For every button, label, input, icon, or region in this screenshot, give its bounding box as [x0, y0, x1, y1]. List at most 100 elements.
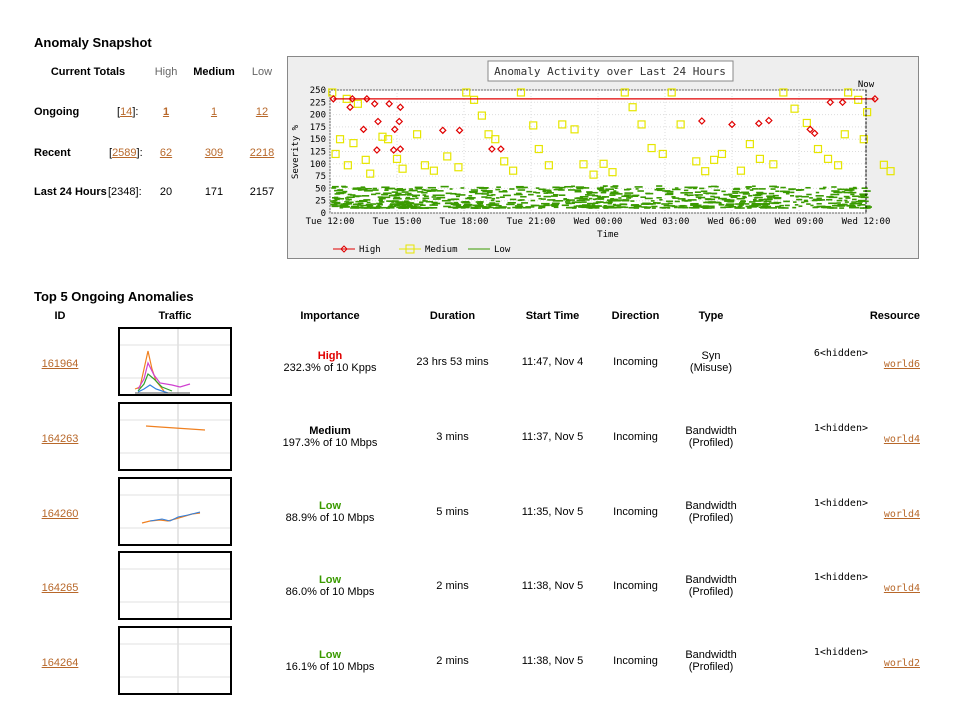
medium-anomaly-point [361, 155, 370, 164]
ongoing-high-link[interactable]: 1 [162, 106, 170, 118]
recent-count-link[interactable]: 2589 [112, 147, 137, 159]
traffic-thumbnail[interactable] [118, 327, 232, 396]
medium-anomaly-point [701, 167, 710, 176]
recent-medium-link[interactable]: 309 [204, 147, 224, 159]
header-current-totals: Current Totals [50, 66, 126, 78]
resource-address: 1<hidden> [813, 423, 868, 434]
anomaly-id-link[interactable]: 161964 [41, 358, 79, 370]
medium-anomaly-point [484, 130, 493, 139]
medium-anomaly-point [886, 167, 895, 176]
resource-link[interactable]: world4 [883, 434, 920, 445]
duration: 23 hrs 53 mins [416, 356, 489, 368]
row-label-recent: Recent [34, 147, 71, 159]
resource-link[interactable]: world4 [883, 509, 920, 520]
high-anomaly-point [385, 99, 394, 108]
direction: Incoming [613, 506, 658, 518]
x-tick-label: Wed 03:00 [641, 217, 690, 227]
recent-low-link[interactable]: 2218 [249, 147, 275, 159]
high-anomaly-point [438, 126, 447, 135]
medium-anomaly-point [454, 163, 463, 172]
medium-anomaly-point [366, 169, 375, 178]
medium-anomaly-point [491, 135, 500, 144]
medium-anomaly-point [710, 155, 719, 164]
duration: 2 mins [436, 580, 469, 592]
legend-medium: Medium [425, 245, 458, 255]
header-high: High [154, 66, 178, 78]
medium-anomaly-point [500, 157, 509, 166]
medium-anomaly-point [443, 152, 452, 161]
high-anomaly-point [390, 125, 399, 134]
y-tick-label: 0 [321, 209, 326, 219]
medium-anomaly-point [863, 108, 872, 117]
start-time: 11:35, Nov 5 [521, 506, 584, 518]
importance-level: Low [319, 574, 341, 586]
resource-link[interactable]: world2 [883, 658, 920, 669]
resource-link[interactable]: world6 [883, 359, 920, 370]
legend-low: Low [494, 245, 511, 255]
medium-anomaly-point [383, 135, 393, 144]
y-tick-label: 125 [310, 148, 326, 158]
anomaly-id-link[interactable]: 164264 [41, 657, 79, 669]
high-anomaly-point [374, 117, 382, 126]
duration: 3 mins [436, 431, 469, 443]
traffic-thumbnail[interactable] [118, 626, 232, 695]
anomaly-id-link[interactable]: 164265 [41, 582, 79, 594]
high-anomaly-point [373, 146, 381, 154]
high-anomaly-point [497, 145, 505, 153]
snapshot-title: Anomaly Snapshot [34, 35, 152, 50]
medium-anomaly-point [343, 161, 352, 170]
x-tick-label: Tue 18:00 [440, 217, 489, 227]
high-anomaly-point [871, 95, 879, 103]
importance-detail: 16.1% of 10 Mbps [285, 661, 375, 673]
ongoing-count-link[interactable]: 14 [120, 106, 133, 118]
type-name: Bandwidth [685, 574, 737, 586]
chart-title: Anomaly Activity over Last 24 Hours [494, 65, 726, 78]
recent-high-link[interactable]: 62 [159, 147, 173, 159]
medium-anomaly-point [620, 88, 629, 97]
start-time: 11:47, Nov 4 [521, 356, 584, 368]
x-axis-label: Time [597, 230, 619, 240]
resource-link[interactable]: world4 [883, 583, 920, 594]
medium-anomaly-point [823, 154, 833, 163]
x-tick-label: Tue 15:00 [373, 217, 422, 227]
last24-count: [2348]: [108, 186, 142, 198]
type-name: Syn [701, 350, 721, 362]
medium-anomaly-point [745, 140, 754, 149]
medium-anomaly-point [802, 118, 811, 128]
now-label: Now [858, 80, 875, 90]
traffic-thumbnail[interactable] [118, 551, 232, 620]
col-traffic: Traffic [158, 310, 192, 322]
medium-anomaly-point [579, 160, 588, 169]
direction: Incoming [613, 580, 658, 592]
medium-anomaly-point [529, 121, 538, 130]
x-tick-label: Wed 06:00 [708, 217, 757, 227]
importance-detail: 88.9% of 10 Mbps [285, 512, 375, 524]
medium-anomaly-point [516, 88, 526, 97]
type-category: (Profiled) [688, 512, 734, 524]
medium-anomaly-point [509, 166, 518, 175]
y-axis-label: Severity % [291, 124, 301, 179]
traffic-sparkline [120, 553, 230, 618]
y-tick-label: 150 [310, 135, 326, 145]
high-anomaly-point [396, 145, 405, 153]
ongoing-low-link[interactable]: 12 [255, 106, 269, 118]
high-anomaly-point [370, 99, 379, 108]
y-tick-label: 25 [315, 197, 326, 207]
top5-title: Top 5 Ongoing Anomalies [34, 289, 194, 304]
traffic-thumbnail[interactable] [118, 477, 232, 546]
medium-anomaly-point [608, 168, 617, 177]
col-direction: Direction [611, 310, 660, 322]
ongoing-medium-link[interactable]: 1 [210, 106, 218, 118]
medium-anomaly-point [398, 164, 407, 173]
medium-anomaly-point [477, 111, 486, 120]
last24-low: 2157 [249, 186, 275, 198]
col-duration: Duration [429, 310, 476, 322]
header-low: Low [251, 66, 273, 78]
anomaly-id-link[interactable]: 164263 [41, 433, 79, 445]
anomaly-id-link[interactable]: 164260 [41, 508, 79, 520]
traffic-thumbnail[interactable] [118, 402, 232, 471]
direction: Incoming [613, 356, 658, 368]
medium-anomaly-point [647, 143, 656, 153]
medium-anomaly-point [844, 88, 853, 97]
recent-count: [2589]: [109, 147, 143, 159]
